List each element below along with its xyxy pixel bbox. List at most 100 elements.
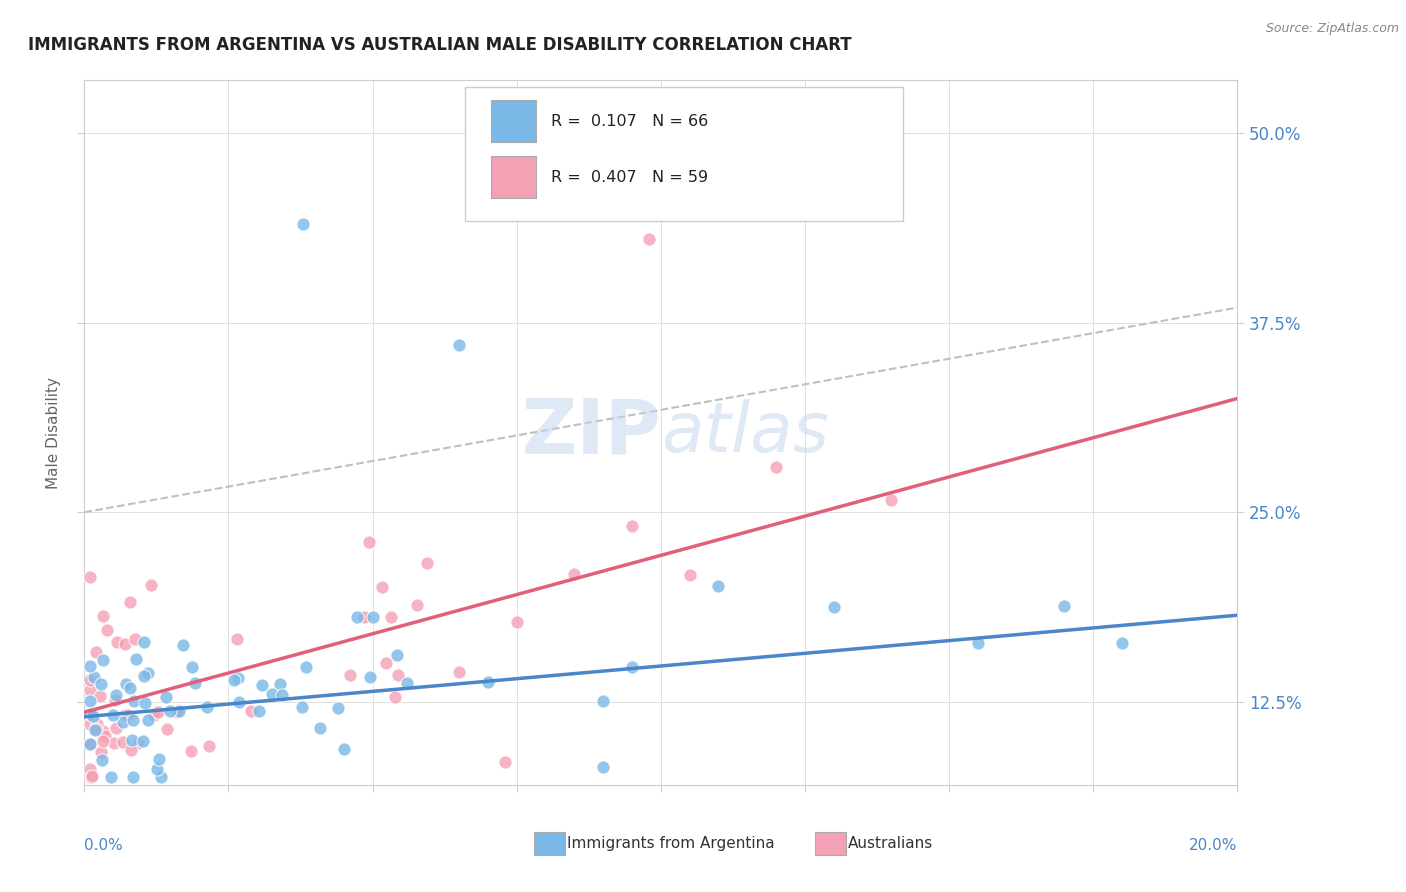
Point <box>371 580 394 594</box>
Point <box>292 217 315 231</box>
Point <box>84 723 107 737</box>
Point <box>132 669 155 683</box>
Point <box>247 704 270 718</box>
Point <box>416 556 439 570</box>
Point <box>823 599 845 614</box>
Point <box>94 729 117 743</box>
Point <box>122 694 145 708</box>
Y-axis label: Male Disability: Male Disability <box>46 376 62 489</box>
Point <box>380 610 402 624</box>
Text: Australians: Australians <box>848 837 934 851</box>
Point <box>333 742 356 756</box>
Point <box>79 673 101 688</box>
Point <box>79 706 101 721</box>
Text: Source: ZipAtlas.com: Source: ZipAtlas.com <box>1265 22 1399 36</box>
Text: R =  0.407   N = 59: R = 0.407 N = 59 <box>551 170 709 185</box>
Point <box>79 771 101 785</box>
Point <box>621 660 644 674</box>
Point <box>260 687 283 701</box>
Point <box>100 770 122 784</box>
Point <box>80 769 103 783</box>
Point <box>148 752 170 766</box>
Point <box>148 705 170 719</box>
Point <box>79 717 101 731</box>
Point <box>90 676 112 690</box>
Point <box>159 704 181 718</box>
Point <box>449 338 471 352</box>
Point <box>564 566 586 581</box>
Point <box>494 756 516 770</box>
Point <box>269 677 291 691</box>
Point <box>270 688 292 702</box>
Point <box>143 708 166 723</box>
Point <box>155 690 177 704</box>
Point <box>326 701 349 715</box>
Point <box>105 721 128 735</box>
Point <box>103 736 125 750</box>
Point <box>387 668 409 682</box>
Point <box>880 492 903 507</box>
Point <box>124 632 146 647</box>
Point <box>172 638 194 652</box>
Point <box>180 744 202 758</box>
Point <box>167 704 190 718</box>
Point <box>592 694 614 708</box>
Point <box>91 734 114 748</box>
Point <box>117 708 139 723</box>
Point <box>184 675 207 690</box>
Point <box>79 694 101 708</box>
Point <box>198 739 221 753</box>
Point <box>84 723 107 737</box>
Point <box>224 673 246 687</box>
Point <box>384 690 406 704</box>
Point <box>967 636 990 650</box>
FancyBboxPatch shape <box>491 100 536 142</box>
Point <box>166 706 188 720</box>
Point <box>396 675 419 690</box>
Point <box>592 760 614 774</box>
Point <box>91 724 114 739</box>
Point <box>122 771 145 785</box>
Point <box>111 734 134 748</box>
Point <box>105 635 128 649</box>
Point <box>89 689 111 703</box>
Point <box>114 637 136 651</box>
Point <box>79 683 101 698</box>
Point <box>339 668 361 682</box>
Point <box>621 518 644 533</box>
Text: 20.0%: 20.0% <box>1189 838 1237 854</box>
Text: R =  0.107   N = 66: R = 0.107 N = 66 <box>551 113 709 128</box>
Text: ZIP: ZIP <box>522 396 661 469</box>
Point <box>239 704 262 718</box>
Point <box>228 695 250 709</box>
Point <box>638 232 661 246</box>
Text: Immigrants from Argentina: Immigrants from Argentina <box>567 837 775 851</box>
Point <box>145 762 167 776</box>
Point <box>1111 635 1133 649</box>
Point <box>136 666 159 681</box>
Point <box>125 652 148 666</box>
Point <box>84 644 107 658</box>
Point <box>120 743 142 757</box>
Point <box>112 714 135 729</box>
Point <box>361 610 384 624</box>
Point <box>115 677 138 691</box>
Point <box>82 709 104 723</box>
Point <box>79 762 101 776</box>
Point <box>477 675 499 690</box>
Point <box>132 635 155 649</box>
Point <box>79 570 101 584</box>
Point <box>136 714 159 728</box>
Point <box>114 708 136 723</box>
Point <box>90 754 112 768</box>
Point <box>506 615 529 630</box>
Point <box>91 653 114 667</box>
Point <box>118 681 141 695</box>
Point <box>195 700 218 714</box>
Point <box>96 623 118 637</box>
Point <box>79 737 101 751</box>
FancyBboxPatch shape <box>465 87 903 221</box>
Point <box>103 708 125 723</box>
Point <box>346 610 368 624</box>
Point <box>79 658 101 673</box>
